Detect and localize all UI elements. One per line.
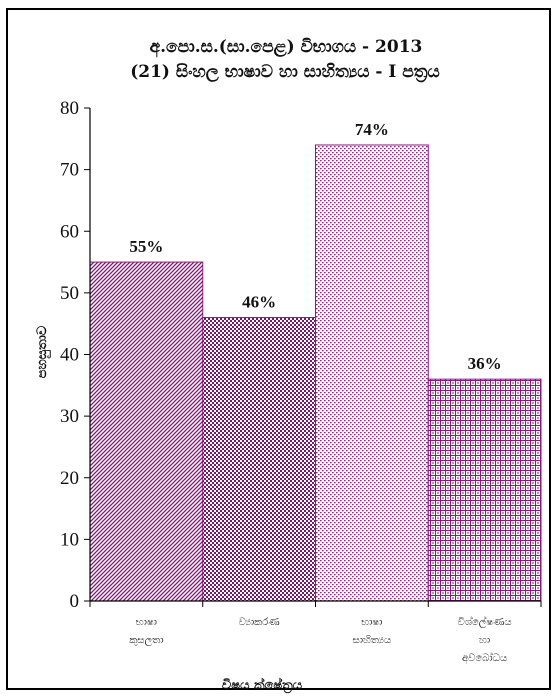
chart-subtitle: (21) සිංහල භාෂාව හා සාහිත්‍යය - I පත්‍රය <box>130 62 440 83</box>
data-label: 74% <box>355 120 389 139</box>
y-tick-label: 0 <box>70 591 80 612</box>
bar <box>202 317 316 602</box>
category-label: විශ්ලේෂණය <box>458 615 512 628</box>
y-tick-label: 50 <box>60 283 79 304</box>
category-label: කුසලතා <box>129 635 163 646</box>
y-tick-label: 70 <box>60 160 79 181</box>
y-tick-label: 10 <box>60 529 79 550</box>
x-axis-label: විෂය ක්ෂේත්‍රය <box>222 676 303 694</box>
y-tick-label: 60 <box>60 221 79 242</box>
category-label: භාෂා <box>361 617 382 628</box>
data-label: 46% <box>242 293 276 312</box>
bar <box>315 144 429 602</box>
category-label: හා <box>479 635 490 646</box>
category-label: සාහිත්‍යය <box>353 635 392 646</box>
bar <box>427 378 542 602</box>
y-tick-label: 80 <box>60 98 79 119</box>
data-label: 36% <box>468 354 502 373</box>
data-label: 55% <box>129 237 163 256</box>
y-tick-label: 40 <box>60 345 79 366</box>
bar <box>89 261 204 602</box>
y-tick-label: 30 <box>60 406 79 427</box>
y-axis-label: පහසුතාව <box>35 325 51 378</box>
category-label: අවබෝධය <box>462 651 507 664</box>
y-tick-label: 20 <box>60 468 79 489</box>
category-label: භාෂා <box>136 617 157 628</box>
category-label: ව්‍යාකරණ <box>239 616 280 628</box>
chart-title: අ.පො.ස.(සා.පෙළ) විභාගය - 2013 <box>150 37 423 58</box>
